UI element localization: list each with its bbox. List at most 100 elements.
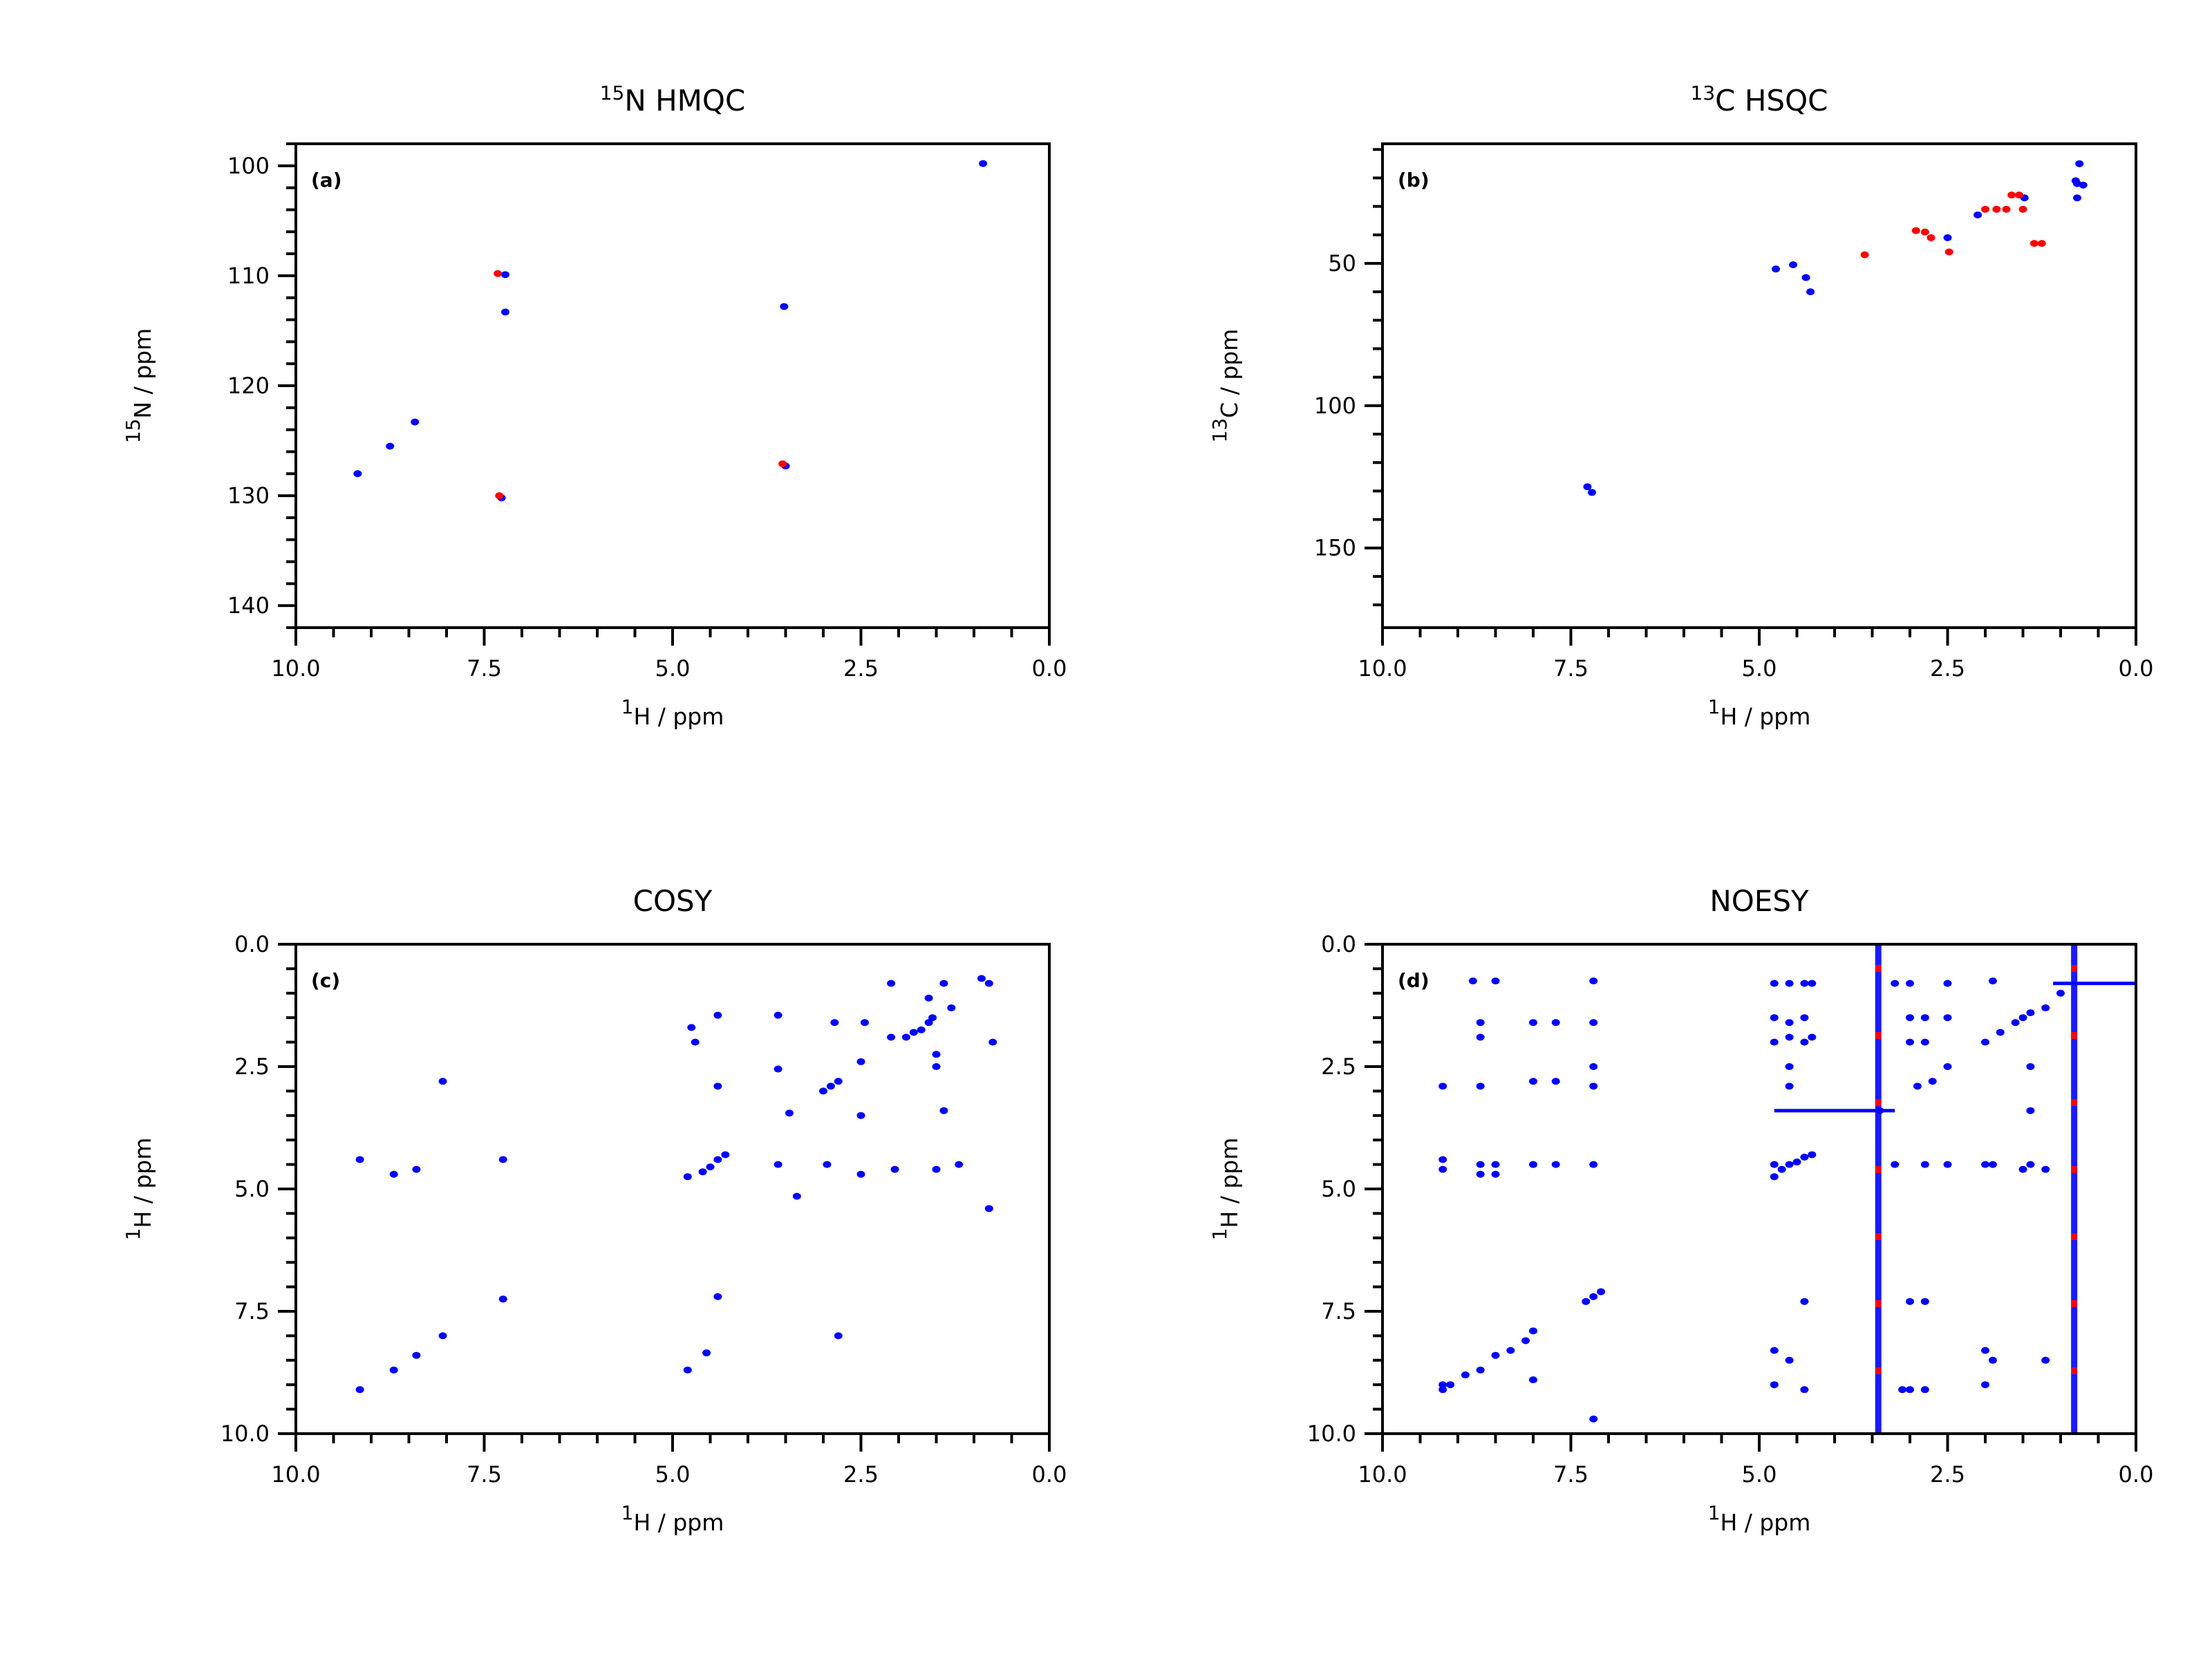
peak-1-27 (1529, 1161, 1537, 1168)
peak-1-101 (1898, 1386, 1907, 1394)
peak-1-83 (1920, 1386, 1929, 1394)
peak-1-14 (691, 1038, 700, 1046)
panel-label: (d) (1398, 969, 1430, 992)
peak-1-36 (856, 1112, 865, 1119)
y-axis-label-main: H / ppm (1216, 1138, 1243, 1228)
peak-1-68 (1996, 1029, 2005, 1036)
peak-1-73 (2056, 989, 2065, 997)
peak-1-95 (2026, 1107, 2035, 1114)
peak-1-2 (386, 442, 395, 450)
y-tick-label: 2.5 (234, 1053, 270, 1080)
peak-1-79 (1920, 1014, 1929, 1022)
peak-1-20 (702, 1349, 711, 1357)
streak-red-mark (2071, 1367, 2077, 1374)
peak-1-52 (1785, 1033, 1794, 1041)
peak-1-56 (1800, 980, 1809, 987)
peak-1-43 (1808, 1151, 1817, 1159)
peak-1-82 (1920, 1297, 1929, 1305)
peak-1-19 (1476, 1082, 1485, 1090)
peak-2-1 (1860, 251, 1869, 259)
peak-1-21 (713, 1011, 722, 1019)
y-tick-label: 100 (1314, 393, 1356, 419)
peak-1-8 (1529, 1327, 1537, 1335)
y-tick-label: 130 (227, 482, 270, 509)
peak-1-4 (389, 1170, 398, 1178)
panel-title: NOESY (1709, 884, 1809, 918)
peak-1-8 (438, 1078, 447, 1085)
x-tick-label: 7.5 (467, 655, 502, 682)
peak-1-8 (1974, 211, 1983, 218)
peak-1-12 (2071, 177, 2080, 185)
x-tick-label: 2.5 (1930, 1461, 1965, 1488)
y-axis-label-sup: 15 (122, 419, 144, 444)
x-tick-label: 0.0 (2119, 655, 2154, 682)
peak-1-50 (924, 994, 933, 1002)
peak-1-59 (1800, 1297, 1809, 1305)
panel-4: 10.0 7.5 5.0 2.5 0.0 0.0 2.5 5.0 7.5 10.0 (d) NOESY… (1208, 884, 2153, 1536)
x-axis-label-main: H / ppm (633, 1509, 724, 1536)
peak-1-4 (1789, 261, 1798, 268)
peak-1-14 (1438, 1165, 1447, 1173)
peak-1-38 (1770, 1173, 1779, 1181)
peak-1-19 (713, 1082, 722, 1090)
peak-1-28 (1529, 1376, 1537, 1384)
peak-1-69 (2011, 1019, 2020, 1027)
streak-red-mark (2071, 1099, 2077, 1106)
x-axis-label-sup: 1 (1708, 1501, 1721, 1524)
x-tick-label: 5.0 (1742, 1461, 1777, 1488)
peak-1-3 (1771, 265, 1780, 273)
peak-1-46 (1770, 1038, 1779, 1046)
peak-1-50 (1785, 980, 1794, 987)
peak-2-1 (494, 270, 503, 277)
peak-1-1 (1438, 1386, 1447, 1394)
peak-1-7 (1943, 234, 1952, 241)
peak-1-54 (1785, 1082, 1794, 1090)
peak-1-15 (1438, 1381, 1447, 1389)
peak-1-22 (721, 1151, 730, 1159)
peak-1-6 (1806, 288, 1815, 296)
y-axis-label: 15N / ppm (122, 328, 156, 443)
x-tick-label: 2.5 (1930, 655, 1965, 682)
x-axis-label-sup: 1 (621, 695, 634, 718)
peak-1-26 (785, 1109, 794, 1117)
panel-title-main: COSY (633, 884, 713, 918)
peak-1-44 (924, 1019, 933, 1027)
x-axis-label-main: H / ppm (633, 703, 724, 730)
y-tick-label: 5.0 (1321, 1176, 1356, 1202)
x-axis-label: 1H / ppm (621, 1501, 724, 1536)
peak-1-23 (1491, 1161, 1500, 1168)
peak-2-7 (1992, 205, 2001, 213)
x-tick-label: 10.0 (1358, 1461, 1407, 1488)
peak-1-12 (683, 1366, 692, 1374)
panel-title-main: NOESY (1709, 884, 1809, 918)
peak-2-2 (1911, 227, 1920, 234)
peak-1-6 (412, 1165, 421, 1173)
peak-2-4 (1927, 234, 1936, 241)
peak-1-27 (792, 1192, 801, 1200)
panel-title-main: N HMQC (624, 84, 745, 118)
x-tick-label: 0.0 (2119, 1461, 2154, 1488)
peak-1-24 (774, 1065, 782, 1073)
peak-1-40 (1785, 1161, 1794, 1168)
y-tick-label: 0.0 (234, 931, 270, 957)
peak-1-98 (2041, 1356, 2050, 1364)
peak-1-70 (2018, 1014, 2027, 1022)
peak-1-66 (1943, 1063, 1952, 1070)
peak-1-91 (1988, 1161, 1997, 1168)
peak-1-29 (1551, 1019, 1560, 1027)
peak-1-49 (1770, 1381, 1779, 1389)
x-axis-label: 1H / ppm (1708, 695, 1811, 730)
peak-1-42 (1800, 1153, 1809, 1161)
peak-1-67 (1981, 1038, 1989, 1046)
peak-1-39 (887, 1033, 896, 1041)
peak-1-75 (1906, 1014, 1914, 1022)
x-tick-label: 0.0 (1032, 1461, 1067, 1488)
streak-red-mark (2071, 1166, 2077, 1173)
plot-frame (1381, 142, 2137, 629)
peak-1-18 (713, 1293, 722, 1300)
peak-2-3 (1920, 228, 1929, 236)
peak-1-32 (1589, 977, 1598, 985)
peak-1-44 (1770, 980, 1779, 987)
